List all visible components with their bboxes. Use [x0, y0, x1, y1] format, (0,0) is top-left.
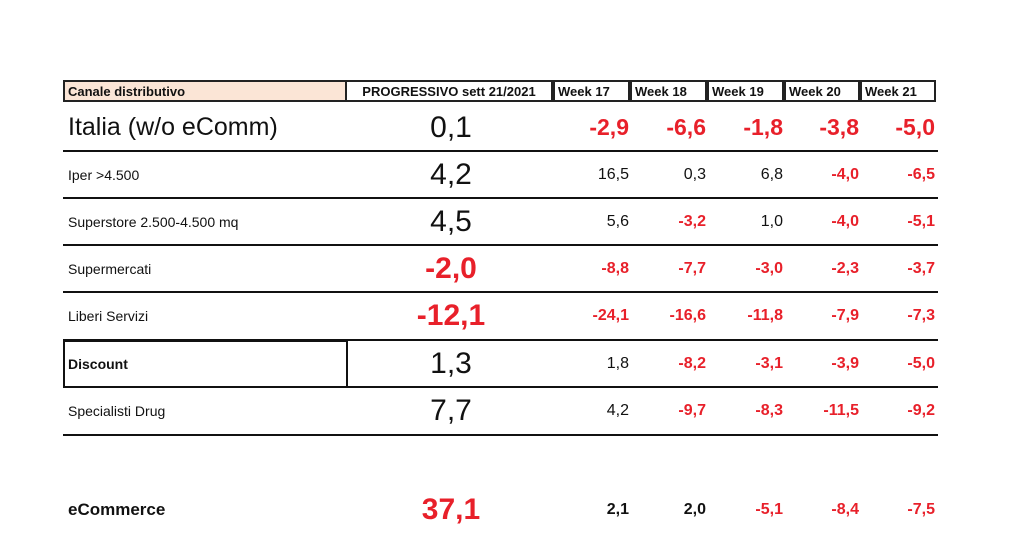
- row-divider: [63, 291, 938, 293]
- header-cell: Canale distributivo: [63, 80, 347, 102]
- week-value: -8,4: [831, 501, 859, 518]
- week-value: -3,7: [907, 259, 935, 277]
- week-value: -6,5: [907, 165, 935, 183]
- row-label: eCommerce: [68, 500, 166, 519]
- row-label: Supermercati: [68, 260, 152, 277]
- row-label: Superstore 2.500-4.500 mq: [68, 213, 239, 230]
- week-value: 6,8: [760, 165, 783, 183]
- week-value: -8,3: [755, 402, 783, 419]
- progressive-value: -12,1: [416, 299, 486, 332]
- progressive-value: -2,0: [425, 251, 477, 285]
- week-value: 4,2: [606, 402, 629, 419]
- week-value: -2,3: [831, 259, 859, 277]
- week-value: -3,1: [755, 354, 783, 372]
- week-value: 0,3: [683, 165, 706, 183]
- progressive-value: 37,1: [421, 493, 481, 526]
- week-value: -8,2: [678, 354, 706, 372]
- header-cell: Week 19: [707, 80, 784, 102]
- progressive-value: 1,3: [430, 346, 472, 380]
- week-value: 5,6: [606, 212, 629, 230]
- row-divider: [63, 386, 938, 388]
- week-value: -9,7: [678, 402, 706, 419]
- header-cell: Week 21: [860, 80, 936, 102]
- week-value: -7,3: [907, 307, 935, 324]
- week-value: -5,1: [755, 501, 783, 518]
- header-cell: PROGRESSIVO sett 21/2021: [345, 80, 553, 102]
- week-value: -9,2: [907, 402, 935, 419]
- row-label: Discount: [68, 355, 128, 372]
- week-value: -3,2: [678, 212, 706, 230]
- row-label: Italia (w/o eComm): [68, 113, 278, 141]
- progressive-value: 4,2: [430, 157, 472, 191]
- week-value: -6,6: [666, 114, 706, 140]
- header-cell: Week 20: [784, 80, 860, 102]
- week-value: 16,5: [597, 165, 629, 183]
- row-label: Iper >4.500: [68, 166, 140, 183]
- week-value: -5,0: [907, 354, 935, 372]
- week-value: -8,8: [601, 259, 629, 277]
- discount-box-top: [63, 340, 347, 342]
- week-value: -7,5: [907, 501, 935, 518]
- week-value: -3,8: [819, 114, 859, 140]
- week-value: -5,0: [895, 114, 935, 140]
- week-value: -3,9: [831, 354, 859, 372]
- week-value: 2,1: [606, 501, 629, 518]
- week-value: 2,0: [683, 501, 706, 518]
- week-value: -2,9: [589, 114, 629, 140]
- row-divider: [63, 339, 938, 341]
- progressive-value: 0,1: [430, 110, 472, 144]
- discount-box-left: [63, 340, 65, 387]
- header-cell: Week 18: [630, 80, 707, 102]
- progressive-value: 4,5: [430, 204, 472, 238]
- discount-box-right: [346, 340, 348, 387]
- week-value: -24,1: [592, 307, 629, 324]
- week-value: -11,8: [747, 307, 783, 324]
- week-value: -1,8: [743, 114, 783, 140]
- week-value: -5,1: [907, 212, 935, 230]
- week-value: 1,0: [760, 212, 783, 230]
- week-value: -3,0: [755, 259, 783, 277]
- week-value: -4,0: [831, 212, 859, 230]
- week-value: -11,5: [823, 402, 859, 419]
- week-value: -16,6: [669, 307, 706, 324]
- header-cell: Week 17: [553, 80, 630, 102]
- row-divider: [63, 434, 938, 436]
- week-value: 1,8: [606, 354, 629, 372]
- row-divider: [63, 244, 938, 246]
- row-label: Liberi Servizi: [68, 308, 149, 324]
- row-divider: [63, 150, 938, 152]
- week-value: -7,7: [678, 259, 706, 277]
- row-label: Specialisti Drug: [68, 403, 166, 419]
- progressive-value: 7,7: [430, 394, 472, 427]
- row-divider: [63, 197, 938, 199]
- week-value: -4,0: [831, 165, 859, 183]
- week-value: -7,9: [831, 307, 859, 324]
